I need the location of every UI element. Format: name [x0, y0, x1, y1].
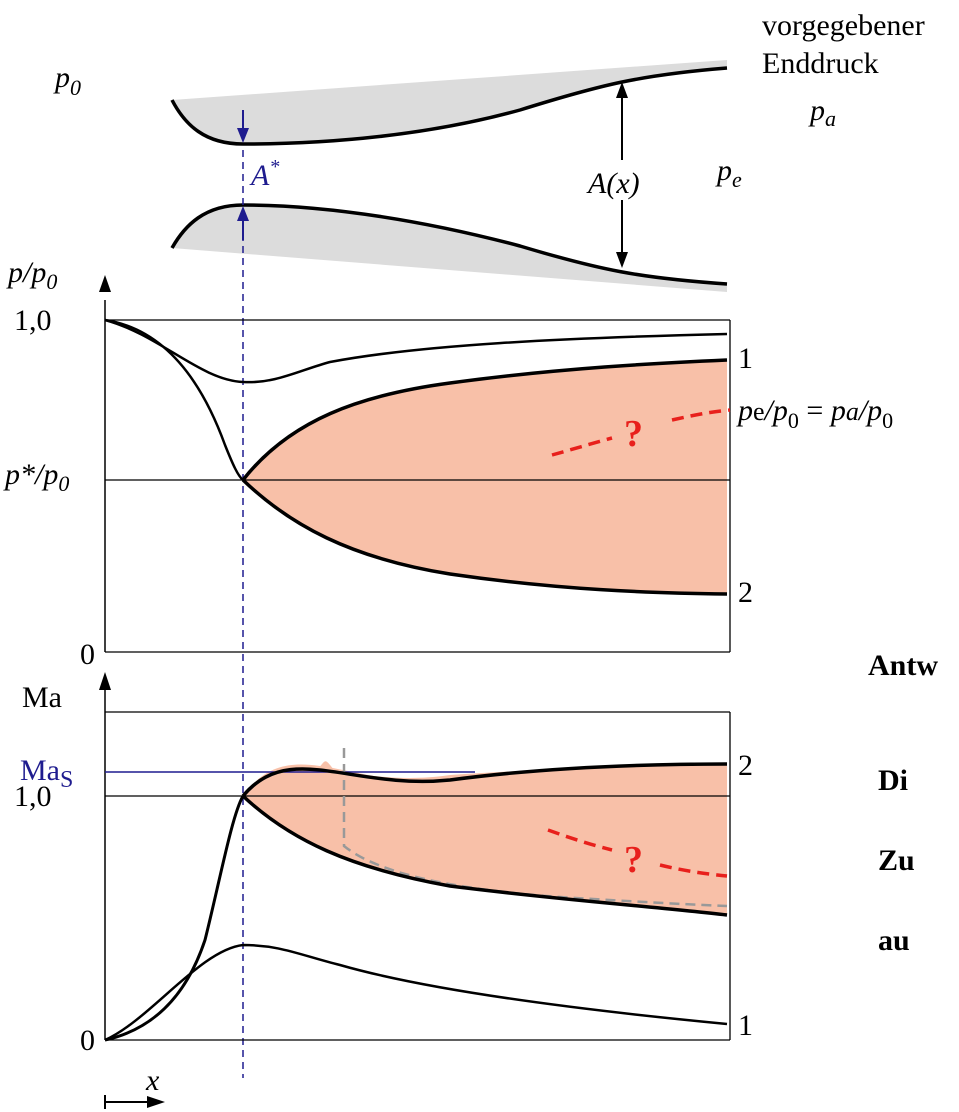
- upper-wall-shading: [172, 60, 727, 144]
- throat-label: A*: [249, 156, 279, 192]
- ma-axis-arrowhead: [99, 672, 111, 690]
- pressure-shaded-region: [243, 360, 727, 594]
- p-question-mark: ?: [624, 413, 643, 455]
- p-ratio-label: pe/p0 = pa/p0: [736, 394, 893, 433]
- area-arrowhead-bottom: [616, 252, 628, 268]
- p-curve2-label: 2: [738, 576, 753, 609]
- pressure-inlet-curve: [104, 318, 244, 481]
- mach-plot: Ma MaS 1,0 0 2 1 ? x: [14, 672, 753, 1109]
- answer-line-1: Antw: [868, 649, 938, 682]
- ma-curve2-label: 2: [738, 749, 753, 782]
- x-axis-label: x: [145, 1064, 160, 1097]
- answer-line-2: Di: [878, 764, 908, 797]
- p-ylabel: p/p0: [6, 256, 57, 294]
- ma-tick-mas: MaS: [20, 754, 73, 793]
- ma-tick-zero: 0: [80, 1024, 95, 1057]
- p0-label: p0: [53, 61, 81, 100]
- p-curve1-label: 1: [738, 342, 753, 375]
- answer-line-4: au: [878, 924, 910, 957]
- mach-inlet-curve: [104, 795, 245, 1042]
- p-tick-top: 1,0: [14, 304, 52, 337]
- ma-question-mark: ?: [624, 839, 643, 881]
- area-arrowhead-top: [616, 82, 628, 98]
- pa-label: pa: [808, 94, 836, 131]
- note-line2: Enddruck: [762, 47, 879, 80]
- pressure-curve-2: [241, 478, 728, 596]
- answer-text: Antw Di Zu au: [868, 649, 938, 957]
- mach-subsonic-curve: [104, 943, 728, 1042]
- pressure-plot: p/p0 1,0 p*/p0 0 1 2 ? pe/p0 = pa/p0: [3, 256, 893, 671]
- mach-curve-2: [241, 762, 728, 798]
- pressure-curve-1: [241, 358, 728, 482]
- pressure-subsonic-curve: [104, 318, 728, 384]
- ma-tick-one: 1,0: [14, 780, 52, 813]
- mach-shaded-main: [243, 764, 727, 915]
- note-line1: vorgegebener: [762, 9, 925, 42]
- area-label: A(x): [586, 167, 640, 200]
- ma-ylabel: Ma: [22, 681, 62, 714]
- mach-curve-1: [241, 794, 728, 917]
- throat-arrowhead-top: [237, 128, 249, 143]
- lower-wall: [170, 203, 728, 286]
- pressure-question-dash: [551, 408, 731, 457]
- mach-question-dash: [547, 828, 728, 878]
- upper-wall: [170, 66, 728, 146]
- pe-label: pe: [715, 154, 742, 192]
- answer-line-3: Zu: [878, 844, 915, 877]
- lower-wall-shading: [172, 205, 727, 292]
- ma-curve1-label: 1: [738, 1009, 753, 1042]
- p-axis-arrowhead: [99, 275, 111, 292]
- p-tick-critical: p*/p0: [3, 458, 69, 496]
- p-tick-zero: 0: [80, 638, 95, 671]
- nozzle-sketch: p0 vorgegebener Enddruck pa A* A(x) pe: [53, 9, 925, 292]
- x-direction-arrowhead: [147, 1096, 165, 1108]
